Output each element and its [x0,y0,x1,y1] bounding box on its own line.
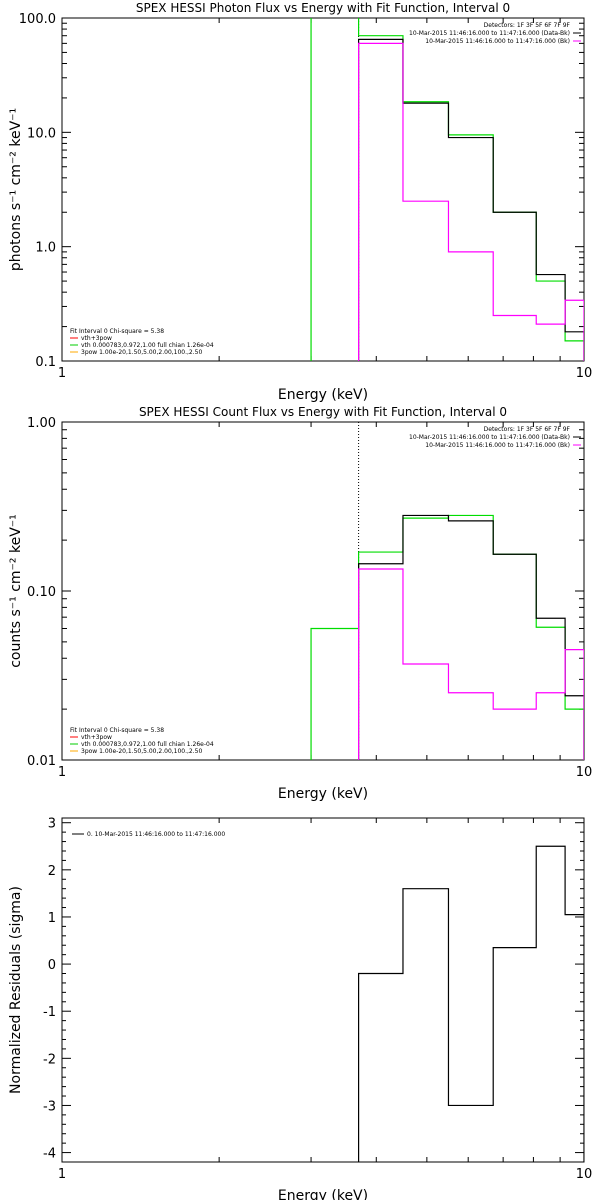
x-tick-label: 1 [58,1167,66,1182]
x-tick-label: 10 [576,765,593,780]
chart-panel-1: 1 10 0.1 1.0 10.0 100.0 SPEX HESSI Photon Flux… [8,1,592,403]
fit-legend-text: Fit Interval 0 Chi-square = 5.38 [70,727,164,734]
series-3-line [358,568,584,760]
y-axis-label: photons s⁻¹ cm⁻² keV⁻¹ [8,108,24,271]
y-tick-label: 0.10 [27,585,56,600]
y-tick-label: -1 [43,1005,56,1020]
fit-legend-text: vth 0.000783,0.972,1.00 full chian 1.26e… [81,342,214,349]
plot-area [310,422,584,760]
y-tick-label: 1 [48,911,56,926]
fit-legend-text: vth+3pow [81,335,112,342]
y-tick-label: 2 [48,864,56,879]
corner-legend-text: 10-Mar-2015 11:46:16.000 to 11:47:16.000… [425,38,570,45]
x-axis-label: Energy (keV) [278,387,368,403]
x-axis-label: Energy (keV) [278,786,368,802]
y-tick-label: 0.1 [35,355,56,370]
plot-frame [61,817,585,1163]
y-tick-label: 1.00 [27,416,56,431]
y-axis-label: Normalized Residuals (sigma) [8,886,24,1094]
series-legend-text: 0. 10-Mar-2015 11:46:16.000 to 11:47:16.… [87,831,225,838]
x-tick-label: 10 [576,1167,593,1182]
fit-legend-text: vth 0.000783,0.972,1.00 full chian 1.26e… [81,741,214,748]
corner-legend-text: Detectors: 1F 3F 5F 6F 7F 9F [484,22,571,29]
series-1-line [310,18,584,361]
chart-panel-2: 1 10 0.01 0.10 1.00 SPEX HESSI Count Flux vs … [8,405,592,802]
series-1-line [358,845,584,1162]
plot-area [358,845,584,1162]
fit-legend-text: 3pow 1.00e-20,1.50,5.00,2.00,100.,2.50 [81,748,202,755]
series-3-line [358,42,584,361]
fit-legend-text: 3pow 1.00e-20,1.50,5.00,2.00,100.,2.50 [81,349,202,356]
y-tick-label: 0 [48,958,56,973]
plot-area [310,18,584,361]
fit-legend-text: Fit Interval 0 Chi-square = 5.38 [70,328,164,335]
chart-title: SPEX HESSI Count Flux vs Energy with Fit… [139,405,507,419]
y-tick-label: -3 [43,1099,56,1114]
y-tick-label: 3 [48,817,56,832]
y-tick-label: 1.0 [35,241,56,256]
corner-legend-text: Detectors: 1F 3F 5F 6F 7F 9F [484,426,571,433]
y-tick-label: -2 [43,1052,56,1067]
chart-panel-3: 1 10 -4 -3 -2 -1 0 1 2 3 Energy (keV) Normalized Re… [8,817,592,1200]
x-tick-label: 1 [58,366,66,381]
y-tick-label: 100.0 [19,12,56,27]
corner-legend-text: 10-Mar-2015 11:46:16.000 to 11:47:16.000… [425,442,570,449]
x-axis-label: Energy (keV) [278,1188,368,1200]
series-1-line [310,514,584,760]
y-axis-label: counts s⁻¹ cm⁻² keV⁻¹ [8,514,24,668]
chart-title: SPEX HESSI Photon Flux vs Energy with Fi… [136,1,510,15]
plot-frame [61,17,585,362]
y-tick-label: 10.0 [27,126,56,141]
corner-legend-text: 10-Mar-2015 11:46:16.000 to 11:47:16.000… [409,434,570,441]
y-tick-label: -4 [43,1147,56,1162]
fit-legend-text: vth+3pow [81,734,112,741]
corner-legend-text: 10-Mar-2015 11:46:16.000 to 11:47:16.000… [409,30,570,37]
x-tick-label: 1 [58,765,66,780]
series-2-line [358,38,584,361]
y-tick-label: 0.01 [27,754,56,769]
x-tick-label: 10 [576,366,593,381]
